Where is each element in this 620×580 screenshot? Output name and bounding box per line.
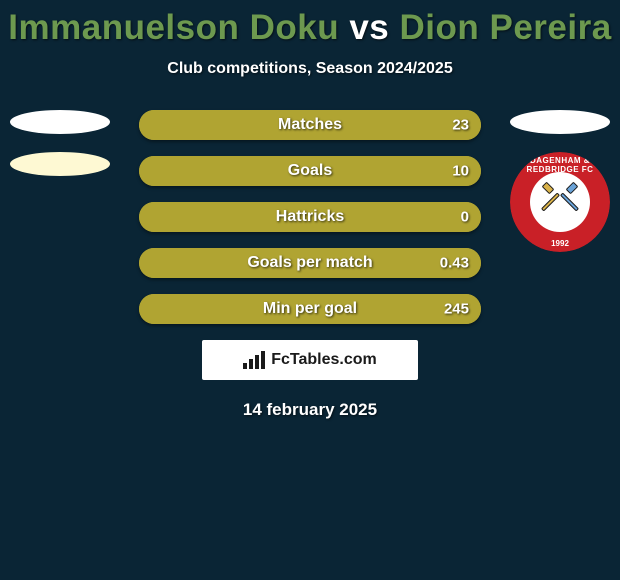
left-club-column (0, 100, 130, 194)
left-club-badge-1 (10, 110, 110, 134)
stat-value-right: 0 (461, 209, 469, 226)
left-club-badge-2 (10, 152, 110, 176)
stat-row: Goals per match 0.43 (139, 248, 481, 278)
stat-value-right: 23 (452, 117, 469, 134)
stat-row: Goals 10 (139, 156, 481, 186)
content-area: DAGENHAM & REDBRIDGE FC 1992 Matches2 (0, 110, 620, 324)
crest-core (530, 172, 590, 232)
bars-icon (243, 351, 265, 369)
right-club-badge-1 (510, 110, 610, 134)
vs-separator: vs (349, 8, 389, 47)
player1-name: Immanuelson Doku (8, 8, 339, 47)
stat-label: Goals (288, 162, 332, 180)
stat-label: Hattricks (276, 208, 344, 226)
right-club-crest: DAGENHAM & REDBRIDGE FC 1992 (510, 152, 610, 252)
stat-value-right: 0.43 (440, 255, 469, 272)
stats-bars: Matches 23 Goals 10 Hattricks 0 Goals per matc… (139, 110, 481, 324)
player2-name: Dion Pereira (400, 8, 612, 47)
stat-label: Min per goal (263, 300, 357, 318)
right-club-column: DAGENHAM & REDBRIDGE FC 1992 (490, 100, 620, 252)
stat-value-right: 10 (452, 163, 469, 180)
crest-year: 1992 (510, 239, 610, 248)
hammers-icon (539, 181, 581, 223)
stat-row: Matches 23 (139, 110, 481, 140)
stat-value-right: 245 (444, 301, 469, 318)
page-title: Immanuelson Doku vs Dion Pereira (0, 8, 620, 48)
stat-row: Hattricks 0 (139, 202, 481, 232)
brand-text: FcTables.com (271, 351, 377, 369)
stat-row: Min per goal 245 (139, 294, 481, 324)
comparison-card: Immanuelson Doku vs Dion Pereira Club co… (0, 0, 620, 420)
subtitle: Club competitions, Season 2024/2025 (0, 60, 620, 78)
stat-label: Goals per match (247, 254, 372, 272)
date-text: 14 february 2025 (0, 400, 620, 420)
stat-label: Matches (278, 116, 342, 134)
brand-box[interactable]: FcTables.com (202, 340, 418, 380)
